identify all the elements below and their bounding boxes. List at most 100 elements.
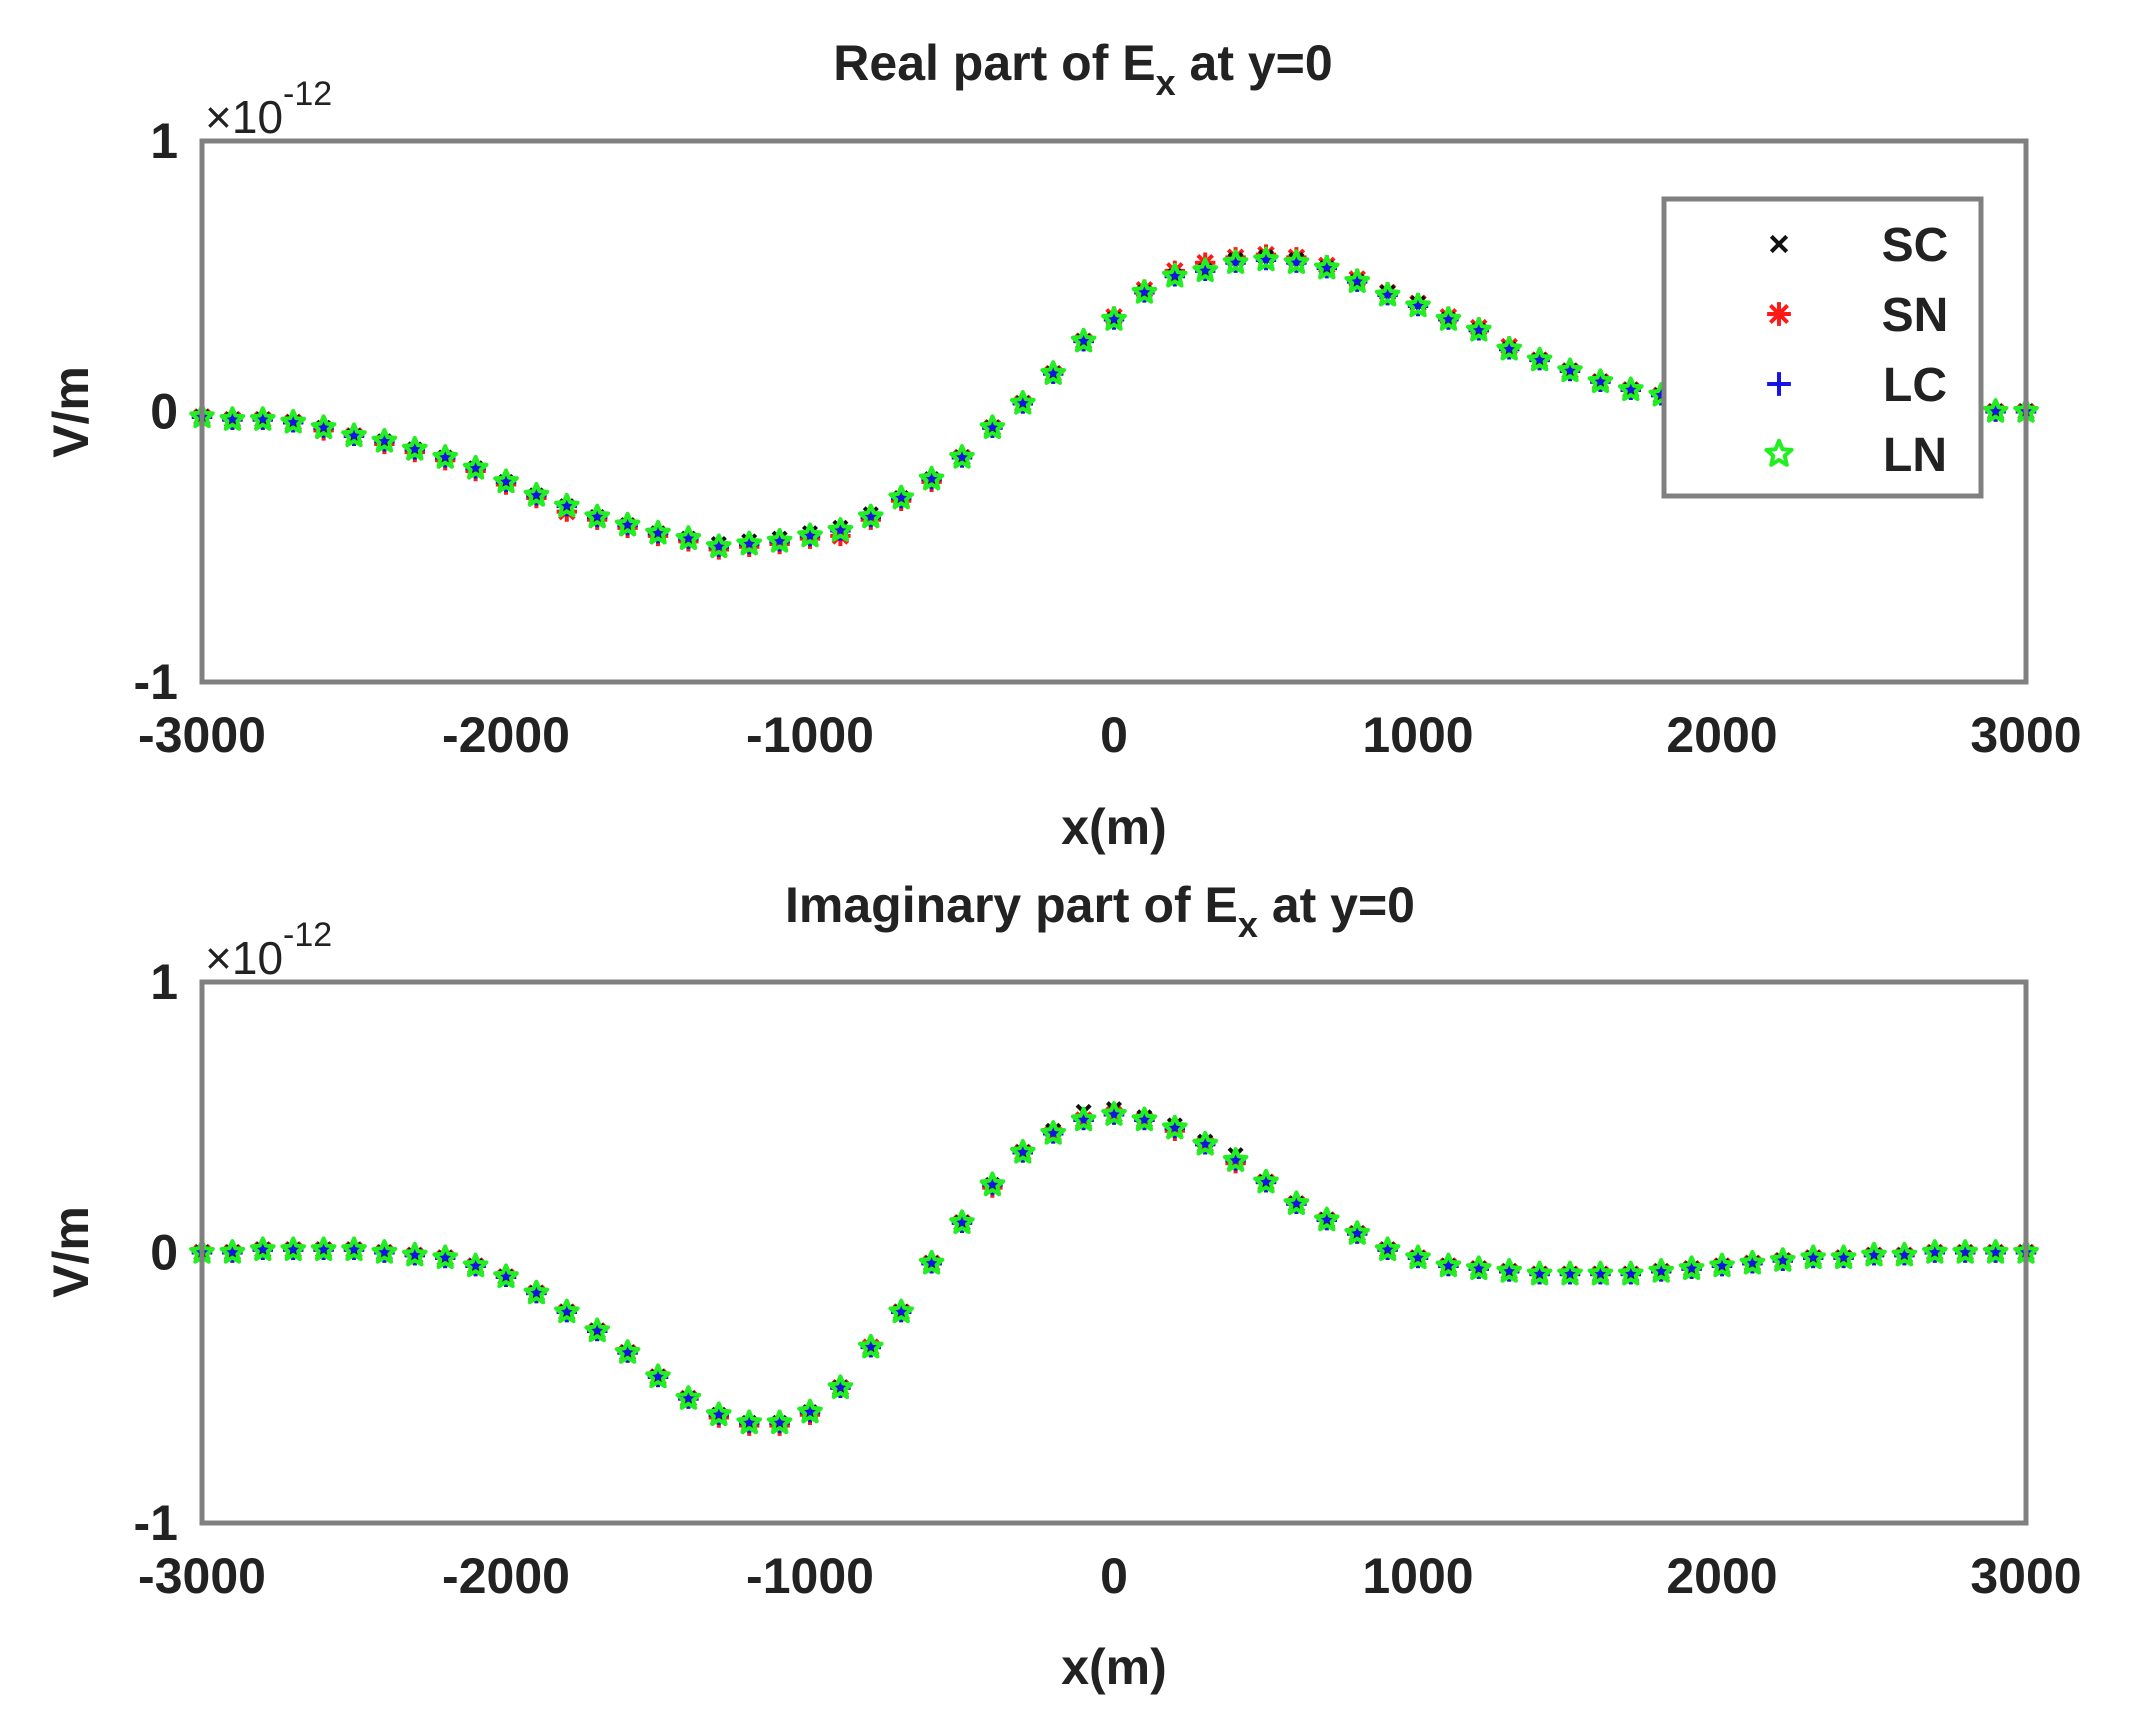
data-point (1739, 1249, 1766, 1275)
data-point (1131, 279, 1158, 304)
data-point (523, 1279, 550, 1305)
plot-frame (199, 979, 2029, 1526)
x-tick-label: -2000 (442, 1548, 570, 1604)
plot-frame (199, 138, 2029, 685)
data-point (1435, 1252, 1462, 1278)
legend-item-lc: LC (1767, 359, 1947, 412)
data-point (797, 522, 823, 548)
data-point (1587, 368, 1614, 393)
data-point (493, 1263, 519, 1289)
x-tick-label: -1000 (746, 707, 874, 763)
data-point (1922, 1239, 1948, 1264)
data-point (1101, 306, 1127, 331)
data-point (371, 1239, 398, 1264)
data-point (1283, 249, 1310, 274)
data-point (1861, 1241, 1887, 1267)
data-point (1344, 1220, 1370, 1245)
data-point (310, 1236, 337, 1261)
x-tick-label: -2000 (442, 707, 570, 763)
y-tick-label: -1 (134, 1495, 178, 1551)
x-tick-label: -3000 (138, 1548, 266, 1604)
data-point (584, 1317, 610, 1343)
data-point (614, 511, 641, 537)
data-point (979, 414, 1006, 439)
data-point (797, 1398, 823, 1424)
data-point (858, 503, 884, 529)
data-point (645, 1363, 671, 1389)
data-point (402, 1241, 428, 1267)
data-point (1982, 398, 2009, 423)
data-point (1162, 1114, 1188, 1140)
legend-label: LC (1883, 359, 1947, 412)
x-tick-label: 1000 (1362, 707, 1473, 763)
data-point (1040, 1120, 1066, 1145)
data-point (1283, 1190, 1310, 1215)
data-point (1344, 268, 1370, 293)
data-point (341, 422, 367, 448)
x-tick-label: -3000 (138, 707, 266, 763)
data-point (1374, 1236, 1401, 1261)
data-point (1982, 1239, 2009, 1264)
legend-item-ln: LN (1764, 429, 1947, 482)
data-point (1526, 1260, 1553, 1286)
data-point (1010, 390, 1036, 415)
data-point (918, 465, 945, 491)
data-point (1192, 257, 1218, 283)
y-tick-label: 0 (150, 1225, 178, 1281)
data-point (250, 406, 276, 431)
legend-item-sn: SN (1767, 289, 1948, 342)
data-point (1070, 327, 1097, 353)
x-tick-label: 2000 (1666, 707, 1777, 763)
data-point (1618, 376, 1644, 402)
legend-label: SN (1882, 289, 1949, 342)
data-point (523, 482, 550, 507)
data-point (1557, 357, 1583, 383)
data-point (1192, 1130, 1218, 1156)
data-point (1678, 1255, 1705, 1280)
data-point (584, 503, 610, 529)
data-point (1891, 1241, 1918, 1267)
data-point (554, 492, 580, 518)
data-point (462, 454, 489, 480)
y-tick-label: -1 (134, 654, 178, 710)
data-point (766, 527, 793, 553)
data-point (1709, 1252, 1735, 1278)
data-point (219, 1239, 246, 1264)
data-point (827, 517, 854, 542)
data-point (1526, 346, 1553, 372)
data-point (645, 519, 671, 545)
data-point (1222, 1147, 1249, 1172)
data-point (1162, 262, 1188, 288)
data-point (1648, 1258, 1674, 1283)
data-point (310, 414, 337, 439)
data-point (858, 1333, 884, 1359)
chart-title: Real part of Ex at y=0 (833, 35, 1332, 103)
data-point (432, 1244, 458, 1270)
data-point (1314, 1206, 1340, 1232)
data-point (280, 1236, 306, 1261)
data-point (706, 533, 732, 558)
y-tick-label: 1 (150, 954, 178, 1010)
data-point (1557, 1260, 1583, 1286)
x-tick-label: 1000 (1362, 1548, 1473, 1604)
data-point (918, 1249, 945, 1275)
data-point (371, 427, 398, 453)
x-axis-label: x(m) (1061, 799, 1167, 855)
data-markers (189, 1101, 2039, 1436)
imaginary-part-chart: Imaginary part of Ex at y=0 ×10-12 -3000… (43, 877, 2082, 1695)
data-point (1466, 1255, 1492, 1280)
pentagram-marker-icon (1764, 438, 1794, 467)
data-point (1618, 1260, 1644, 1286)
data-point (1496, 1258, 1522, 1283)
real-part-chart: Real part of Ex at y=0 ×10-12 -3000 -2000… (43, 35, 2082, 855)
x-marker-icon (1769, 234, 1789, 254)
legend-item-sc: SC (1769, 219, 1948, 272)
data-point (1770, 1247, 1796, 1272)
x-tick-label: 0 (1100, 1548, 1128, 1604)
data-point (554, 1298, 580, 1324)
data-point (462, 1252, 489, 1278)
tick-labels: -3000 -2000 -1000 0 1000 2000 3000 -1 0 1 (134, 954, 2082, 1604)
data-point (736, 1409, 762, 1435)
y-axis-label: V/m (43, 366, 99, 458)
